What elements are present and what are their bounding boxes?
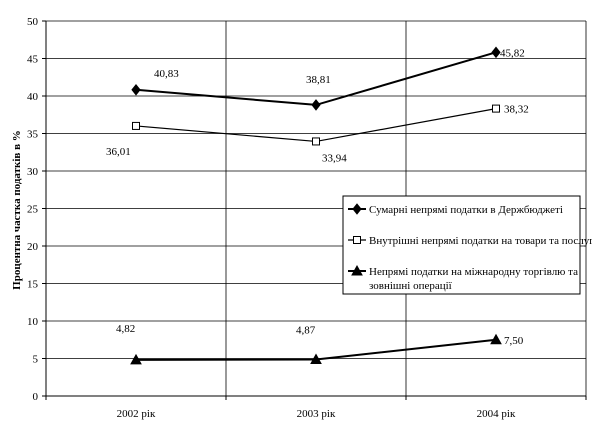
legend-marker xyxy=(353,236,361,244)
x-tick-labels: 2002 рік 2003 рік 2004 рік xyxy=(117,408,516,420)
series-3: 4,82 4,87 7,50 xyxy=(116,323,524,365)
y-tick-label: 10 xyxy=(27,316,39,328)
data-point xyxy=(312,137,320,146)
data-point xyxy=(311,99,321,111)
data-point xyxy=(310,353,322,364)
x-tick-label: 2003 рік xyxy=(297,408,336,420)
data-label: 4,82 xyxy=(116,323,135,335)
y-tick-label: 15 xyxy=(27,279,39,291)
y-tick-label: 0 xyxy=(33,391,39,403)
data-label: 36,01 xyxy=(106,146,131,158)
legend-item: Сумарні непрямі податки в Держбюджеті xyxy=(348,203,563,216)
data-point xyxy=(131,83,141,96)
legend-label: Сумарні непрямі податки в Держбюджеті xyxy=(369,204,563,216)
y-tick-label: 25 xyxy=(27,204,39,216)
x-tick-label: 2004 рік xyxy=(477,408,516,420)
legend-label: зовнішні операції xyxy=(369,280,453,292)
data-point xyxy=(491,46,501,59)
y-tick-label: 30 xyxy=(27,166,39,178)
data-point xyxy=(130,353,142,365)
y-tick-label: 5 xyxy=(33,354,39,366)
legend-box xyxy=(342,195,581,295)
y-tick-label: 20 xyxy=(27,241,39,253)
data-label: 40,83 xyxy=(154,68,179,80)
y-tick-labels: 0 5 10 15 20 25 30 35 40 45 50 xyxy=(27,16,39,403)
data-label: 4,87 xyxy=(296,324,316,336)
data-label: 38,81 xyxy=(306,74,331,86)
y-tick-label: 50 xyxy=(27,16,39,28)
series-layer: 40,83 38,81 45,82 36,01 33,94 38,32 4,82 4,87 7,… xyxy=(106,46,529,365)
legend-item: Непрямі податки на міжнародну торгівлю т… xyxy=(348,264,578,292)
y-tick-label: 40 xyxy=(27,91,39,103)
data-label: 38,32 xyxy=(504,104,529,116)
legend-label: Внутрішні непрямі податки на товари та п… xyxy=(369,235,592,247)
data-label: 7,50 xyxy=(504,335,524,347)
y-tick-label: 45 xyxy=(27,54,39,66)
y-axis-label: Процентна частка податків в % xyxy=(11,130,23,290)
series-2: 36,01 33,94 38,32 xyxy=(106,104,529,165)
legend-marker xyxy=(351,264,363,276)
y-tick-label: 35 xyxy=(27,129,39,141)
legend-item: Внутрішні непрямі податки на товари та п… xyxy=(348,235,592,247)
x-tick-label: 2002 рік xyxy=(117,408,156,420)
legend-marker xyxy=(352,203,362,215)
data-point xyxy=(492,104,500,113)
data-label: 45,82 xyxy=(500,47,525,59)
axes xyxy=(42,20,587,400)
series-1: 40,83 38,81 45,82 xyxy=(131,46,525,111)
data-point xyxy=(132,121,140,130)
legend: Сумарні непрямі податки в Держбюджеті Вну… xyxy=(342,195,592,295)
data-label: 33,94 xyxy=(322,152,347,164)
legend-label: Непрямі податки на міжнародну торгівлю т… xyxy=(369,266,578,278)
series-line xyxy=(135,108,497,143)
data-point xyxy=(490,333,502,345)
